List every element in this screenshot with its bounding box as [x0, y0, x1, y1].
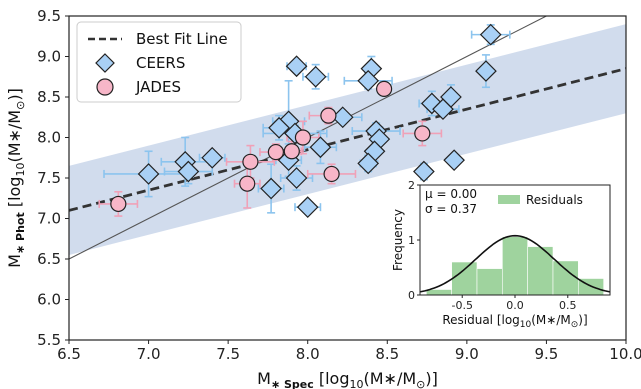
ceers-point	[479, 23, 502, 46]
x-tick-label: 9.0	[455, 345, 479, 363]
y-tick-label: 7.5	[37, 169, 61, 187]
ceers-point	[201, 146, 224, 169]
inset-legend-swatch	[498, 195, 520, 204]
y-tick-label: 6.0	[37, 291, 61, 309]
ceers-point	[357, 152, 380, 175]
x-tick-label: 7.0	[137, 345, 161, 363]
legend-jades-swatch	[96, 78, 114, 96]
x-tick-label: 10.0	[609, 345, 641, 363]
y-tick-label: 9.5	[37, 7, 61, 25]
inset-x-tick-label: 0.5	[559, 299, 577, 312]
ceers-point	[268, 116, 290, 139]
ceers-point	[285, 55, 308, 78]
jades-point	[376, 80, 393, 98]
legend-ceers-label: CEERS	[136, 54, 185, 72]
ceers-point	[296, 196, 319, 219]
jades-point	[320, 107, 337, 124]
inset-legend-label: Residuals	[526, 193, 583, 207]
legend-box	[76, 21, 242, 103]
y-tick-label: 5.5	[37, 331, 61, 349]
y-tick-label: 9.0	[37, 48, 61, 66]
y-axis-label: M∗ Phot [log10(M∗/M⊙)]	[5, 88, 27, 268]
inset-y-tick-label: 0	[408, 289, 415, 302]
jades-point	[110, 195, 127, 213]
jades-point	[283, 143, 300, 160]
ceers-point	[304, 65, 327, 88]
x-tick-label: 8.5	[375, 345, 399, 363]
main-axis-ticks: 6.5 7.0 7.5 8.0 8.5 9.0 9.5 10.05.56.06.57.07.5…	[37, 7, 641, 363]
gaussian-curve	[419, 234, 611, 293]
ceers-point	[309, 136, 332, 159]
jades-point	[323, 165, 340, 183]
jades-point	[242, 153, 259, 170]
legend: Best Fit Line CEERS JADES	[76, 21, 242, 103]
ceers-point	[475, 60, 497, 82]
ceers-point	[137, 163, 160, 185]
residuals-inset: -0.5 0.0 0.5 0 1 2 μ = 0.00 σ = 0.37 Residual…	[391, 179, 611, 330]
y-tick-label: 8.5	[37, 88, 61, 106]
jades-point	[414, 125, 431, 142]
ceers-point	[177, 160, 200, 183]
ceers-point	[432, 98, 454, 120]
histogram-bar	[451, 261, 478, 296]
ceers-point	[443, 149, 465, 172]
x-tick-label: 6.5	[57, 345, 81, 363]
inset-axis-ticks: -0.5 0.0 0.5 0 1 2	[408, 179, 577, 312]
inset-x-tick-label: 0.0	[506, 299, 524, 312]
x-tick-label: 9.5	[534, 345, 558, 363]
y-tick-label: 7.0	[37, 210, 61, 228]
inset-y-axis-label: Frequency	[391, 209, 405, 271]
inset-bars	[426, 236, 604, 296]
jades-point	[267, 143, 284, 161]
data-markers	[110, 23, 502, 219]
inset-x-axis-label: Residual [log10(M∗/M⊙)]	[442, 313, 587, 330]
legend-best-fit-label: Best Fit Line	[136, 30, 228, 48]
histogram-bar	[552, 260, 579, 296]
jades-point	[294, 129, 312, 146]
ceers-point	[413, 160, 435, 183]
legend-jades-label: JADES	[135, 78, 181, 96]
x-tick-label: 8.0	[296, 345, 320, 363]
inset-x-tick-label: -0.5	[451, 299, 472, 312]
inset-y-tick-label: 2	[408, 179, 415, 192]
legend-ceers-swatch	[95, 53, 115, 73]
ceers-point	[357, 69, 380, 92]
ceers-point	[260, 177, 282, 200]
inset-y-tick-label: 1	[408, 234, 415, 247]
y-tick-label: 8.0	[37, 129, 61, 147]
jades-point	[239, 175, 256, 192]
x-axis-label: M∗ Spec [log10(M∗/M⊙)]	[257, 369, 438, 389]
best-fit-line	[69, 67, 626, 212]
histogram-bar	[426, 289, 452, 296]
histogram-bar	[476, 268, 503, 296]
ceers-point	[285, 167, 308, 189]
x-tick-label: 7.5	[216, 345, 240, 363]
inset-mu-text: μ = 0.00	[425, 187, 477, 201]
y-tick-label: 6.5	[37, 250, 61, 268]
inset-sigma-text: σ = 0.37	[425, 202, 477, 216]
histogram-bar	[502, 236, 528, 296]
